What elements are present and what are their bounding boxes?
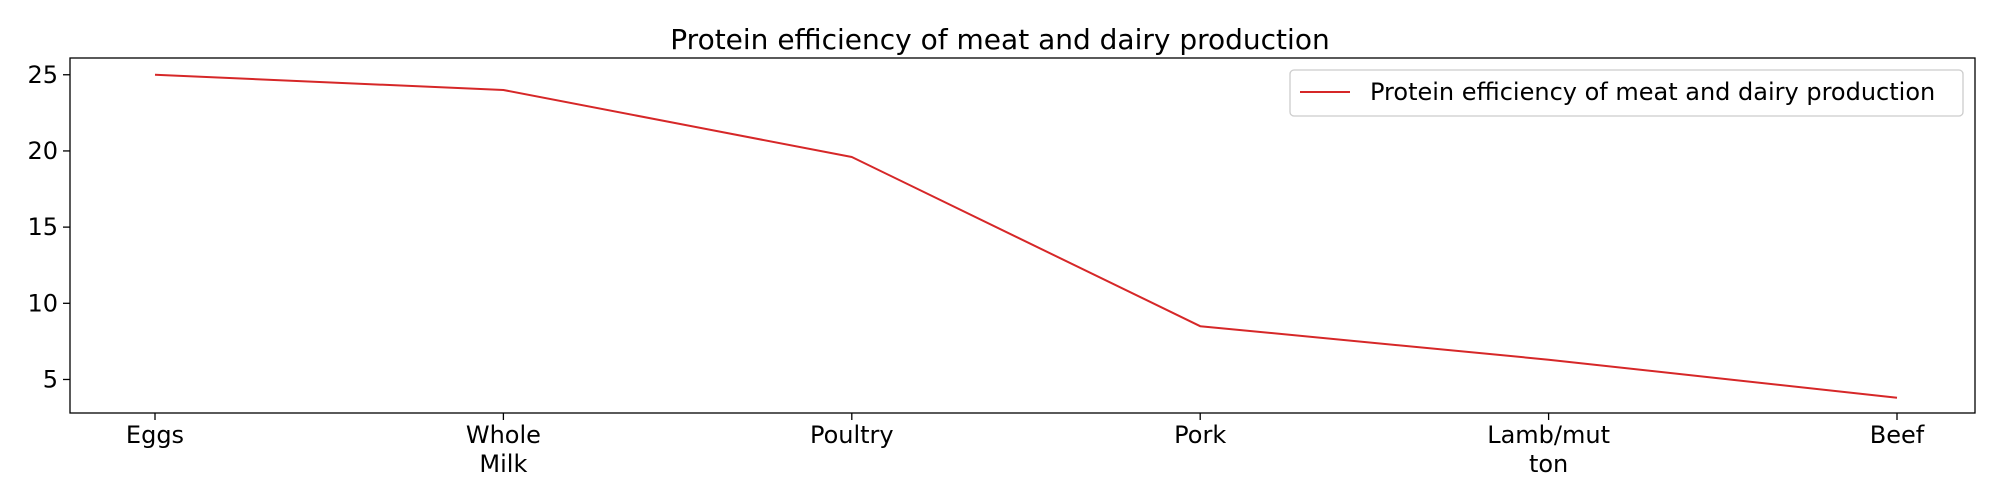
chart-title: Protein efficiency of meat and dairy pro… [670, 23, 1329, 56]
x-axis: Eggs Whole Milk Poultry Pork Lamb/mut ton Beef [126, 413, 1925, 478]
legend-box [1289, 69, 1964, 117]
x-tick-label-line: Pork [1174, 421, 1226, 449]
series-layer [154, 73, 1898, 399]
x-tick-label: Poultry [810, 421, 894, 449]
x-tick-label-line: Eggs [126, 421, 184, 449]
y-tick-label: 15 [27, 213, 58, 241]
x-tick-label: Eggs [126, 421, 184, 449]
x-tick-label: Lamb/mut ton [1487, 421, 1610, 478]
y-axis: 5 10 15 20 25 [27, 61, 70, 393]
x-tick-label-line: Lamb/mut [1487, 421, 1610, 449]
y-tick-label: 5 [43, 365, 58, 393]
legend: Protein efficiency of meat and dairy pro… [1289, 69, 1964, 117]
x-tick-label-line: Poultry [810, 421, 894, 449]
x-tick-label-line: Whole [466, 421, 541, 449]
y-tick-label: 10 [27, 289, 58, 317]
plot-area [69, 57, 1976, 414]
y-tick-label: 25 [27, 61, 58, 89]
x-tick-label: Whole Milk [466, 421, 541, 478]
legend-label: Protein efficiency of meat and dairy pro… [1370, 78, 1935, 106]
x-tick-label: Beef [1870, 421, 1925, 449]
x-tick-label-line: Beef [1870, 421, 1925, 449]
x-tick-label-line: ton [1529, 450, 1568, 478]
x-tick-label-line: Milk [479, 450, 527, 478]
series-line [154, 73, 1898, 399]
x-tick-label: Pork [1174, 421, 1226, 449]
y-tick-label: 20 [27, 137, 58, 165]
